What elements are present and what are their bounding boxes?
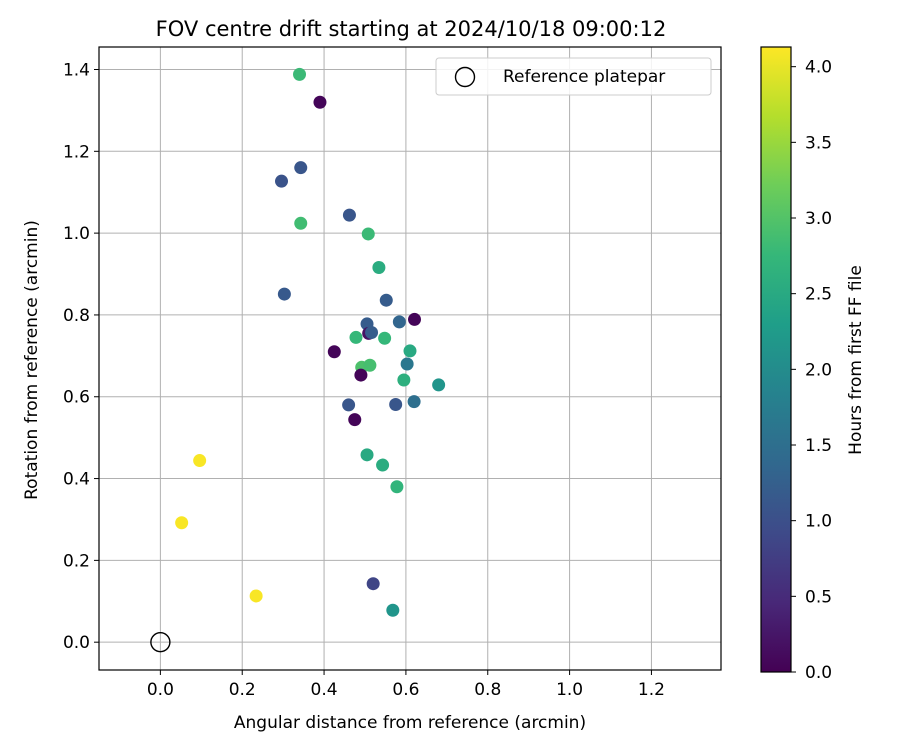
data-point bbox=[372, 260, 386, 274]
x-tick-label: 0.8 bbox=[474, 680, 501, 700]
data-point bbox=[403, 344, 417, 358]
legend-box bbox=[435, 57, 712, 96]
data-point bbox=[400, 357, 414, 371]
y-axis-ticks: 0.0 0.2 0.4 0.6 0.8 1.0 1.2 1.4 bbox=[63, 60, 99, 653]
data-point bbox=[366, 577, 380, 591]
data-point bbox=[392, 315, 406, 329]
colorbar-tick-label: 0.0 bbox=[805, 663, 832, 683]
data-point bbox=[376, 458, 390, 472]
colorbar: 0.0 0.5 1.0 1.5 2.0 2.5 3.0 3.5 4.0 Hours from f… bbox=[760, 46, 866, 683]
colorbar-scale bbox=[760, 46, 792, 673]
colorbar-tick-label: 1.0 bbox=[805, 512, 832, 532]
data-point bbox=[277, 287, 291, 301]
y-tick-label: 0.6 bbox=[63, 388, 90, 408]
scatter-points bbox=[175, 67, 446, 617]
data-point bbox=[378, 331, 392, 345]
x-tick-label: 0.6 bbox=[392, 680, 419, 700]
data-point bbox=[386, 603, 400, 617]
data-point bbox=[342, 208, 356, 222]
data-point bbox=[432, 378, 446, 392]
y-tick-label: 0.4 bbox=[63, 470, 90, 490]
data-point bbox=[408, 312, 422, 326]
data-point bbox=[175, 516, 189, 530]
data-point bbox=[294, 216, 308, 230]
data-point bbox=[363, 358, 377, 372]
colorbar-tick-label: 4.0 bbox=[805, 58, 832, 78]
data-point bbox=[389, 398, 403, 412]
data-point bbox=[294, 161, 308, 175]
x-tick-label: 1.0 bbox=[556, 680, 583, 700]
x-axis-label: Angular distance from reference (arcmin) bbox=[234, 713, 586, 733]
data-point bbox=[397, 373, 411, 387]
legend: Reference platepar bbox=[435, 57, 712, 96]
colorbar-ticks: 0.0 0.5 1.0 1.5 2.0 2.5 3.0 3.5 4.0 bbox=[791, 58, 832, 683]
y-tick-label: 1.2 bbox=[63, 142, 90, 162]
legend-reference-marker bbox=[454, 66, 476, 88]
data-point bbox=[327, 345, 341, 359]
data-point bbox=[342, 398, 356, 412]
x-tick-label: 0.4 bbox=[311, 680, 338, 700]
data-point bbox=[361, 227, 375, 241]
chart-title: FOV centre drift starting at 2024/10/18 … bbox=[156, 17, 667, 41]
colorbar-tick-label: 1.5 bbox=[805, 436, 832, 456]
data-point bbox=[313, 95, 327, 109]
y-tick-label: 1.0 bbox=[63, 224, 90, 244]
x-axis-ticks: 0.0 0.2 0.4 0.6 0.8 1.0 1.2 bbox=[147, 670, 665, 700]
data-point bbox=[275, 174, 289, 188]
colorbar-tick-label: 3.5 bbox=[805, 133, 832, 153]
x-tick-label: 1.2 bbox=[638, 680, 665, 700]
data-point bbox=[354, 368, 368, 382]
data-point bbox=[407, 395, 421, 409]
data-point bbox=[349, 330, 363, 344]
colorbar-tick-label: 2.0 bbox=[805, 360, 832, 380]
y-tick-label: 0.8 bbox=[63, 306, 90, 326]
data-point bbox=[293, 67, 307, 81]
colorbar-tick-label: 2.5 bbox=[805, 285, 832, 305]
data-point bbox=[249, 589, 263, 603]
y-axis-label: Rotation from reference (arcmin) bbox=[22, 220, 42, 500]
data-point bbox=[365, 326, 379, 340]
reference-marker-group bbox=[150, 631, 171, 653]
colorbar-tick-label: 3.0 bbox=[805, 209, 832, 229]
data-point bbox=[379, 293, 393, 307]
legend-label-reference-platepar: Reference platepar bbox=[503, 67, 665, 87]
data-point bbox=[193, 454, 207, 468]
reference-platepar-marker bbox=[150, 631, 171, 653]
colorbar-tick-label: 0.5 bbox=[805, 587, 832, 607]
x-tick-label: 0.0 bbox=[147, 680, 174, 700]
data-point bbox=[360, 448, 374, 462]
y-tick-label: 0.2 bbox=[63, 551, 90, 571]
colorbar-label: Hours from first FF file bbox=[846, 265, 866, 455]
data-point bbox=[390, 480, 404, 494]
y-tick-label: 1.4 bbox=[63, 60, 90, 80]
plot-frame bbox=[98, 46, 722, 671]
data-point bbox=[348, 413, 362, 427]
x-tick-label: 0.2 bbox=[229, 680, 256, 700]
y-tick-label: 0.0 bbox=[63, 633, 90, 653]
